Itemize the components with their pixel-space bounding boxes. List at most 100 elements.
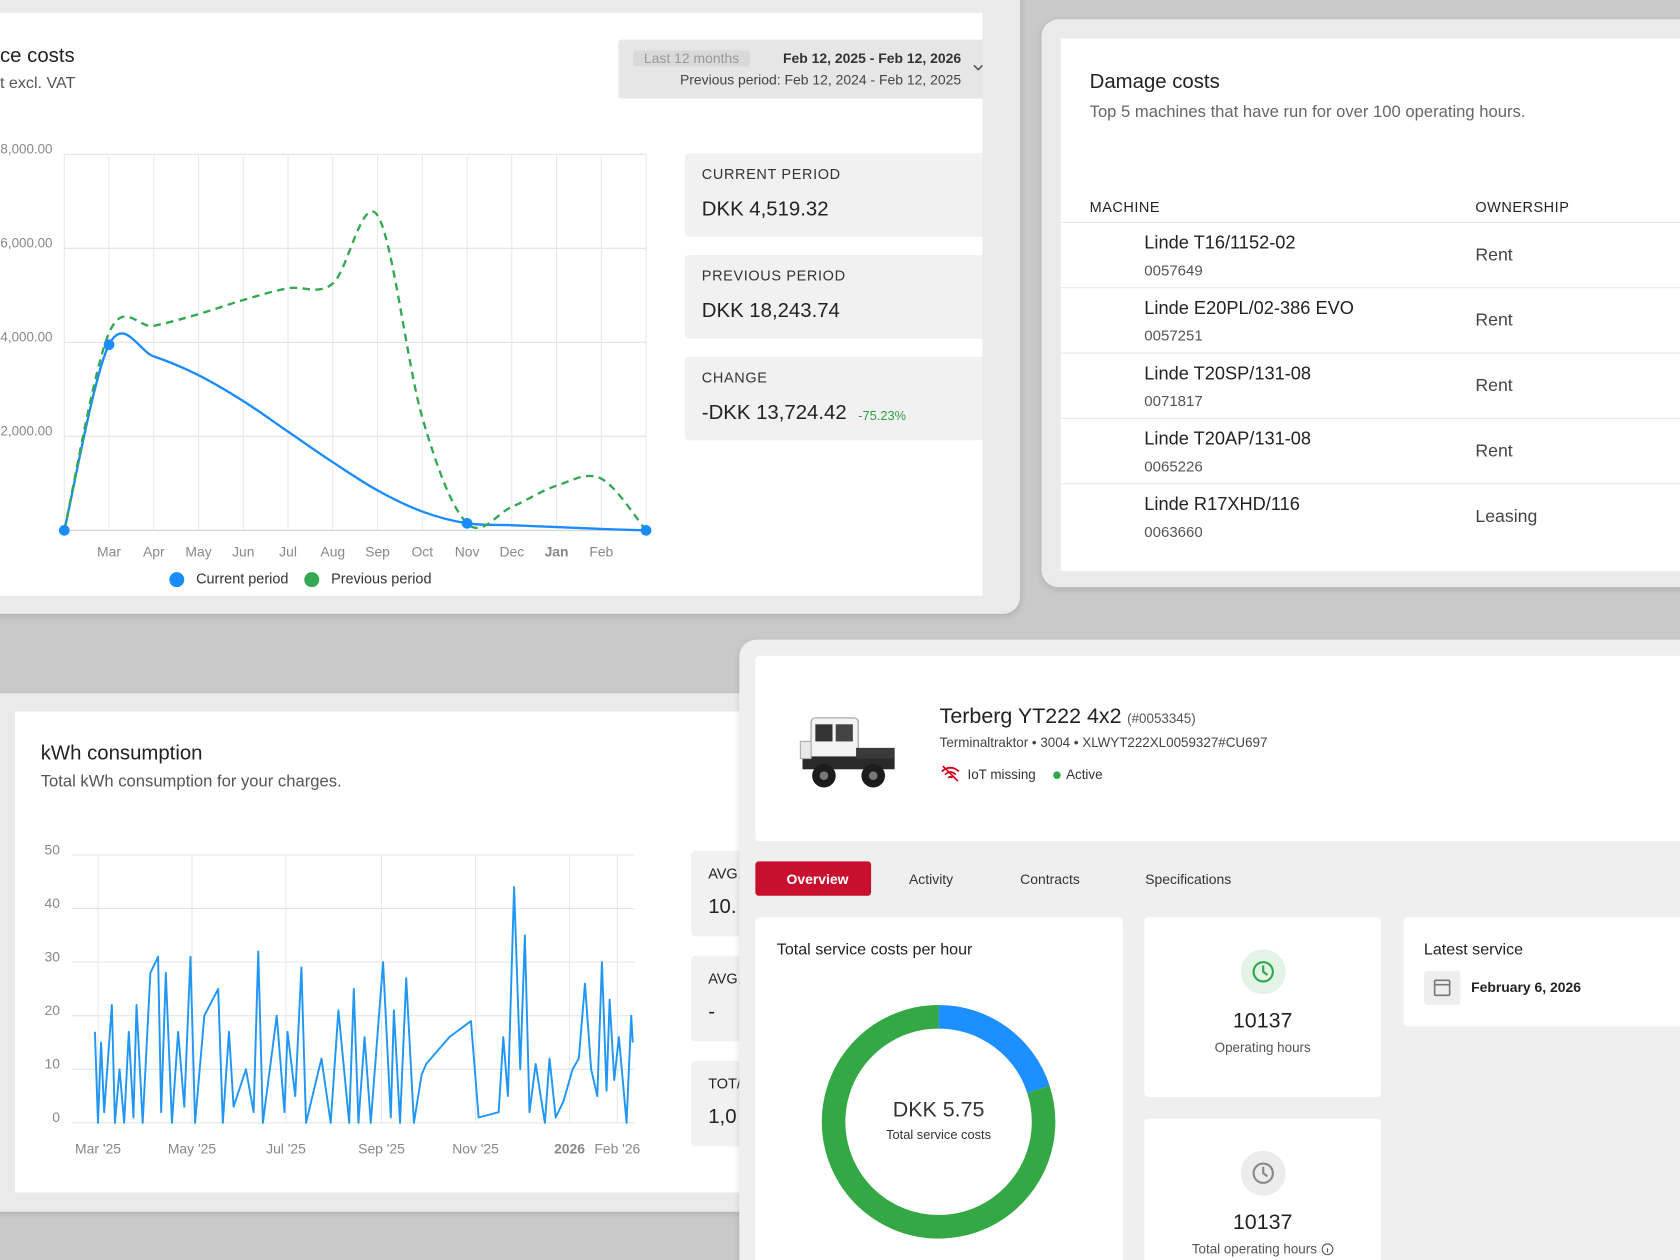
x-tick-label: Sep '25 xyxy=(358,1140,405,1156)
service-costs-chart: 2,000.00 4,000.00 6,000.00 8,000.00 Mar Apr Ma… xyxy=(0,142,652,588)
donut-chart: DKK 5.75 Total service costs xyxy=(821,1005,1056,1239)
row-divider xyxy=(1060,417,1680,419)
panel-title: Damage costs xyxy=(1089,70,1220,94)
kwh-panel: kWh consumption Total kWh consumption fo… xyxy=(0,693,793,1212)
x-tick-label: Mar '25 xyxy=(75,1140,121,1156)
tab-label: Activity xyxy=(909,870,954,887)
y-tick-label: 20 xyxy=(45,1002,61,1018)
operating-hours-card: 10137 Operating hours xyxy=(1144,917,1382,1098)
series-line xyxy=(63,210,647,532)
x-tick-label: Feb xyxy=(589,544,613,560)
clock-icon xyxy=(1240,1150,1286,1196)
y-tick-label: 8,000.00 xyxy=(0,142,52,157)
kpi-value: -DKK 13,724.42 xyxy=(701,401,847,425)
kpi-card: PREVIOUS PERIOD DKK 18,243.74 xyxy=(684,255,983,339)
series-line xyxy=(63,332,647,532)
tab[interactable]: Activity xyxy=(879,861,975,895)
y-tick-label: 50 xyxy=(45,841,61,857)
hours-label: Total operating hours xyxy=(1144,1242,1381,1257)
panel-title: kWh consumption xyxy=(40,742,203,766)
kpi-card: CHANGE -DKK 13,724.42 -75.23% xyxy=(684,356,983,441)
tab[interactable]: Overview xyxy=(755,861,872,896)
x-tick-label: Jul xyxy=(279,544,297,560)
machine-name: Linde T16/1152-02 xyxy=(1144,232,1296,253)
x-tick-label: 2026 xyxy=(554,1140,585,1156)
machine-header: Terberg YT222 4x2 (#0053345) Terminaltra… xyxy=(755,655,1680,842)
hours-label-text: Total operating hours xyxy=(1191,1241,1317,1257)
stat-value: - xyxy=(708,1000,715,1024)
y-tick-label: 30 xyxy=(45,949,61,965)
stat-value: 10. xyxy=(708,895,737,919)
machine-name: Linde E20PL/02-386 EVO xyxy=(1144,297,1354,319)
tab[interactable]: Contracts xyxy=(992,861,1099,895)
legend-label: Current period xyxy=(196,571,288,587)
kwh-chart: 0 10 20 30 40 50 Mar '25 May '25 Jul '25 Sep '25 N… xyxy=(45,841,641,1156)
tab-label: Overview xyxy=(786,870,849,887)
y-tick-label: 40 xyxy=(45,895,61,911)
iot-icon xyxy=(941,765,960,782)
service-costs-card: ce costs t excl. VAT Last 12 months Feb … xyxy=(0,12,983,596)
column-header: OWNERSHIP xyxy=(1475,199,1570,216)
x-tick-label: Oct xyxy=(411,544,433,560)
latest-service-card: Latest service February 6, 2026 xyxy=(1403,917,1680,1027)
active-dot xyxy=(1053,771,1061,779)
x-tick-label: Nov '25 xyxy=(452,1140,499,1156)
donut-segment xyxy=(938,1005,1050,1094)
y-tick-label: 2,000.00 xyxy=(0,424,52,439)
machine-number: (#0053345) xyxy=(1127,711,1196,727)
x-tick-label: Mar xyxy=(97,544,121,560)
date-filter[interactable]: Last 12 months Feb 12, 2025 - Feb 12, 20… xyxy=(618,39,983,99)
machine-id: 0057649 xyxy=(1144,261,1203,279)
x-tick-label: Sep xyxy=(365,544,390,560)
chevron xyxy=(973,64,983,71)
point xyxy=(461,517,473,529)
tab-label: Specifications xyxy=(1145,870,1232,887)
ownership: Rent xyxy=(1475,245,1513,265)
column-header: MACHINE xyxy=(1089,199,1161,216)
plot: 0 10 20 30 40 50 Mar '25 May '25 Jul '25 Sep '25 N… xyxy=(45,841,641,1156)
y-tick-label: 10 xyxy=(45,1056,61,1072)
service-cost-card: Total service costs per hour DKK 5.75 Tot… xyxy=(755,917,1123,1260)
kwh-card: kWh consumption Total kWh consumption fo… xyxy=(15,711,793,1193)
damage-costs-card: Damage costs Top 5 machines that have ru… xyxy=(1060,38,1680,572)
y-tick-label: 6,000.00 xyxy=(0,236,52,251)
hours-value: 10137 xyxy=(1232,1210,1293,1235)
stat-label: AVG. xyxy=(708,970,742,987)
x-tick-label: Dec xyxy=(499,544,524,560)
x-tick-label: Apr xyxy=(143,544,165,560)
x-tick-label: May xyxy=(185,544,211,560)
series-line xyxy=(93,886,634,1124)
service-date: February 6, 2026 xyxy=(1471,979,1582,996)
point xyxy=(58,525,70,536)
stat-label: TOT/ xyxy=(708,1075,741,1092)
legend-label: Previous period xyxy=(331,571,431,587)
x-tick-label: Feb '26 xyxy=(594,1140,640,1156)
service-costs-panel: ce costs t excl. VAT Last 12 months Feb … xyxy=(0,0,1021,614)
ownership: Leasing xyxy=(1475,506,1538,527)
machine-details: Terminaltraktor • 3004 • XLWYT222XL00593… xyxy=(939,735,1268,751)
iot-status: IoT missing xyxy=(967,767,1036,783)
truck-image xyxy=(799,717,895,788)
ownership: Rent xyxy=(1475,376,1513,396)
calendar-icon xyxy=(1423,970,1461,1006)
donut-segment xyxy=(821,1005,1056,1239)
machine-name: Linde T20AP/131-08 xyxy=(1144,428,1312,449)
legend-swatch xyxy=(304,572,320,588)
row-divider xyxy=(1060,483,1680,485)
machine-id: 0063660 xyxy=(1144,522,1203,541)
stat-label: AVG. xyxy=(708,865,742,882)
point xyxy=(103,339,115,351)
panel-subtitle: Total kWh consumption for your charges. xyxy=(40,772,342,791)
info-icon xyxy=(1321,1243,1333,1256)
center-value: DKK 5.75 xyxy=(893,1098,985,1122)
x-tick-label: May '25 xyxy=(168,1140,217,1156)
clock-icon xyxy=(1240,949,1286,995)
plot: 2,000.00 4,000.00 6,000.00 8,000.00 Mar Apr Ma… xyxy=(0,142,652,588)
hours-value: 10137 xyxy=(1232,1009,1293,1033)
machine-id: 0065226 xyxy=(1144,457,1203,475)
kpi-label: CHANGE xyxy=(701,369,768,386)
tab[interactable]: Specifications xyxy=(1114,861,1253,895)
stat-value: 1,0 xyxy=(708,1105,737,1129)
x-tick-label: Jul '25 xyxy=(266,1140,306,1156)
